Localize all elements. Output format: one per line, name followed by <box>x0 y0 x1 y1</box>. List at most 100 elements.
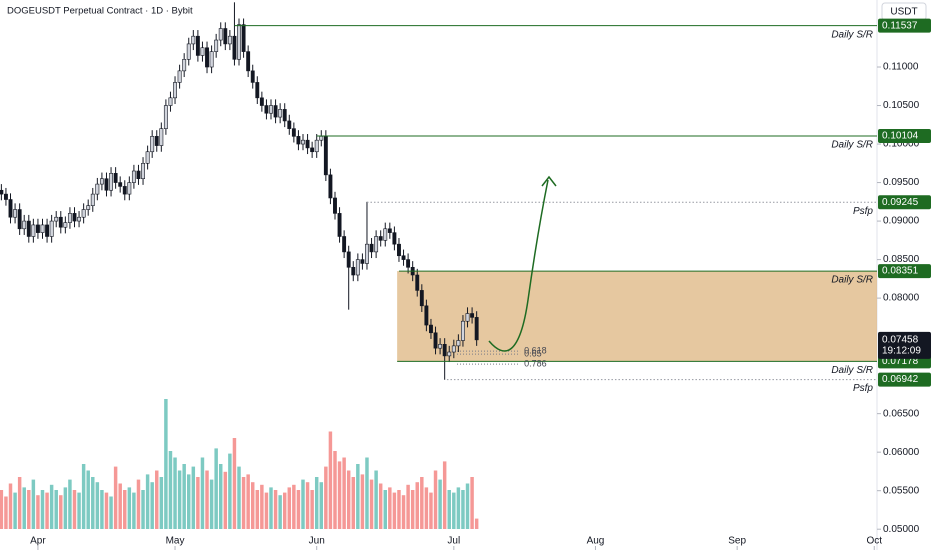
candle-body <box>200 47 205 56</box>
volume-bar <box>278 495 282 529</box>
candle-body <box>278 109 283 118</box>
candle-body <box>72 213 77 222</box>
candle-body <box>351 266 356 276</box>
volume-bar <box>415 482 419 529</box>
volume-bar <box>438 479 442 529</box>
candle-body <box>214 39 219 52</box>
level-label: Daily S/R <box>831 29 873 40</box>
countdown: 19:12:09 <box>882 346 921 357</box>
fib-label: 0.618 <box>524 345 547 355</box>
y-tick-label: 0.10500 <box>883 100 920 111</box>
candle-body <box>465 313 470 322</box>
volume-bar <box>429 492 433 529</box>
y-tick-label: 0.09500 <box>883 177 920 188</box>
unit-label[interactable]: USDT <box>890 7 917 18</box>
volume-bar <box>187 474 191 529</box>
level-label: Daily S/R <box>831 365 873 376</box>
candle-body <box>461 320 465 341</box>
candle-body <box>22 220 27 230</box>
volume-bar <box>31 479 36 529</box>
candle-body <box>255 82 260 99</box>
volume-bar <box>324 466 328 529</box>
chart-title: DOGEUSDT Perpetual Contract · 1D · Bybit <box>7 6 193 17</box>
candle-body <box>333 197 337 214</box>
volume-bar <box>0 490 4 529</box>
candle-body <box>31 224 36 237</box>
volume-bar <box>4 496 8 529</box>
volume-bar <box>241 477 246 529</box>
volume-bar <box>273 490 278 529</box>
candle-body <box>17 209 22 230</box>
volume-bar <box>205 470 209 529</box>
volume-bar <box>328 431 333 529</box>
candle-body <box>0 189 4 195</box>
volume-bar <box>113 466 118 529</box>
candle-body <box>136 170 141 180</box>
volume-bar <box>470 477 474 529</box>
y-tick-label: 0.10000 <box>883 139 920 150</box>
candle-body <box>291 128 296 137</box>
volume-bar <box>54 490 58 529</box>
volume-bar <box>17 477 22 529</box>
candle-body <box>127 182 132 195</box>
candle-body <box>13 209 18 218</box>
candle-body <box>397 243 401 257</box>
volume-bar <box>474 518 479 529</box>
candle-body <box>447 351 452 357</box>
candle-body <box>209 51 214 68</box>
candle-body <box>195 35 200 56</box>
candle-body <box>104 178 109 191</box>
volume-bar <box>351 477 356 529</box>
volume-bar <box>310 490 314 529</box>
volume-bar <box>136 479 141 529</box>
volume-bar <box>260 484 264 529</box>
level-label: Daily S/R <box>831 140 873 151</box>
candle-body <box>58 216 63 228</box>
volume-bar <box>401 495 406 529</box>
volume-bar <box>159 477 164 529</box>
volume-bar <box>388 487 392 529</box>
volume-bar <box>36 495 40 529</box>
volume-bar <box>223 471 228 529</box>
candle-body <box>282 109 287 122</box>
volume-bar <box>196 477 200 529</box>
candle-body <box>3 193 8 200</box>
volume-bar <box>214 448 218 529</box>
volume-bar <box>81 464 86 529</box>
candle-body <box>259 97 264 106</box>
y-tick-label: 0.09000 <box>883 216 920 227</box>
candle-body <box>40 224 45 233</box>
x-tick-label: Sep <box>728 536 746 547</box>
candle-body <box>342 236 347 253</box>
level-label: Psfp <box>853 383 873 394</box>
candle-body <box>392 232 397 245</box>
level-price: 0.11537 <box>882 20 918 31</box>
volume-bar <box>296 490 301 529</box>
volume-bar <box>360 474 365 529</box>
candle-body <box>177 70 182 83</box>
candle-body <box>419 290 424 307</box>
volume-bar <box>356 464 360 529</box>
level-price-box <box>878 129 931 144</box>
candle-body <box>456 340 461 347</box>
candle-body <box>145 151 150 164</box>
volume-bar <box>218 464 223 529</box>
candle-body <box>433 332 438 349</box>
y-tick-label: 0.08000 <box>883 293 920 304</box>
candle-body <box>67 213 72 223</box>
volume-bar <box>168 451 173 529</box>
candle-body <box>45 224 50 237</box>
y-tick-label: 0.08500 <box>883 254 920 265</box>
fib-label: 0.786 <box>524 358 547 368</box>
candle-body <box>95 183 100 195</box>
candle-body <box>383 228 388 241</box>
volume-bar <box>246 474 250 529</box>
x-tick-label: Apr <box>30 536 46 547</box>
candle-body <box>369 243 374 253</box>
candle-body <box>77 216 82 222</box>
volume-bar <box>40 490 45 529</box>
candle-body <box>182 59 187 72</box>
candle-body <box>237 24 241 60</box>
volume-bar <box>452 492 456 529</box>
